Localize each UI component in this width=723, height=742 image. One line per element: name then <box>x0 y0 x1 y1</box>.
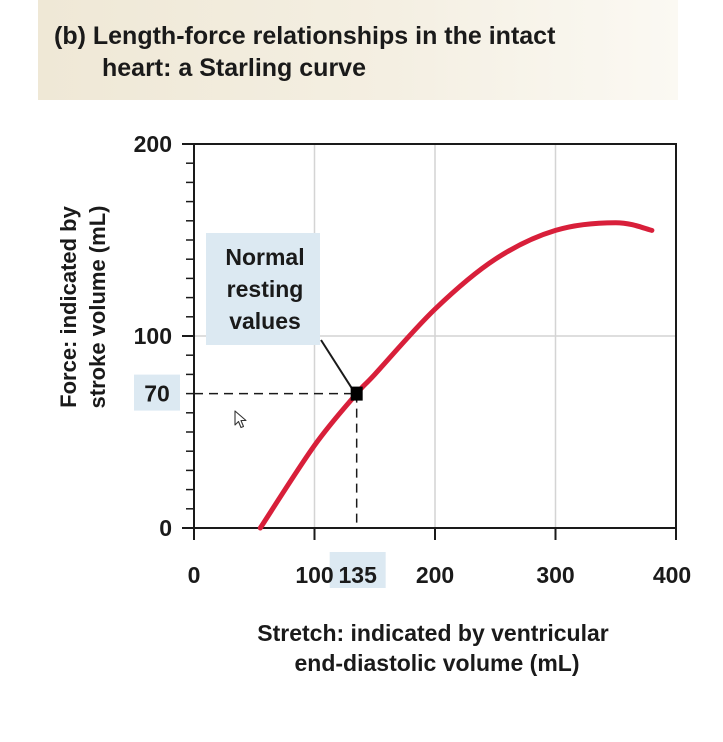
highlight-y-box <box>134 374 180 411</box>
annotation-line-2: values <box>229 308 301 334</box>
y-tick-label-2: 200 <box>134 131 172 157</box>
x-tick-label-4: 400 <box>653 562 691 588</box>
y-tick-label-0: 0 <box>159 515 172 541</box>
y-axis-title-bold: Force: <box>56 341 81 408</box>
x-tick-label-0: 0 <box>188 562 201 588</box>
x-axis-title-rest: indicated by ventricular <box>344 620 609 646</box>
title-line-1: (b) Length-force relationships in the in… <box>54 22 556 50</box>
annotation-line-1: resting <box>227 276 304 302</box>
y-minor-ticks <box>182 143 677 540</box>
x-axis-title-line-2: end-diastolic volume (mL) <box>295 650 580 676</box>
annotation-background <box>206 233 320 345</box>
panel-label: (b) <box>54 22 86 50</box>
x-axis-title-line-1: Stretch: indicated by ventricular <box>257 620 609 646</box>
y-tick-label-1: 100 <box>134 323 172 349</box>
highlight-y-label: 70 <box>144 381 170 407</box>
x-tick-label-1: 100 <box>295 562 333 588</box>
annotation-box: Normal resting values <box>206 233 320 345</box>
x-axis-title-bold: Stretch: <box>257 620 344 646</box>
annotation-leader-line <box>320 339 354 391</box>
y-axis-title-line-2: stroke volume (mL) <box>85 206 110 409</box>
y-axis-title-line-1: Force: indicated by <box>56 205 81 407</box>
plot-frame <box>193 143 677 529</box>
resting-value-marker <box>350 386 363 401</box>
tick-labels: 0 100 200 300 400 0 100 200 135 70 <box>134 131 692 588</box>
highlight-x-label: 135 <box>338 562 377 588</box>
annotation-line-0: Normal <box>225 244 304 270</box>
mouse-cursor-icon <box>234 410 247 429</box>
highlight-x-box <box>329 552 386 588</box>
x-tick-label-3: 300 <box>536 562 574 588</box>
y-axis-title-rest: indicated by <box>56 205 81 340</box>
axis-titles: Stretch: indicated by ventricular end-dia… <box>56 205 609 676</box>
title-band <box>38 0 678 100</box>
figure-title: (b) Length-force relationships in the in… <box>54 20 555 84</box>
guide-lines <box>194 392 358 528</box>
title-line-2: heart: a Starling curve <box>102 54 366 82</box>
highlight-boxes <box>134 374 386 588</box>
starling-curve <box>257 220 655 531</box>
x-tick-label-2: 200 <box>416 562 454 588</box>
